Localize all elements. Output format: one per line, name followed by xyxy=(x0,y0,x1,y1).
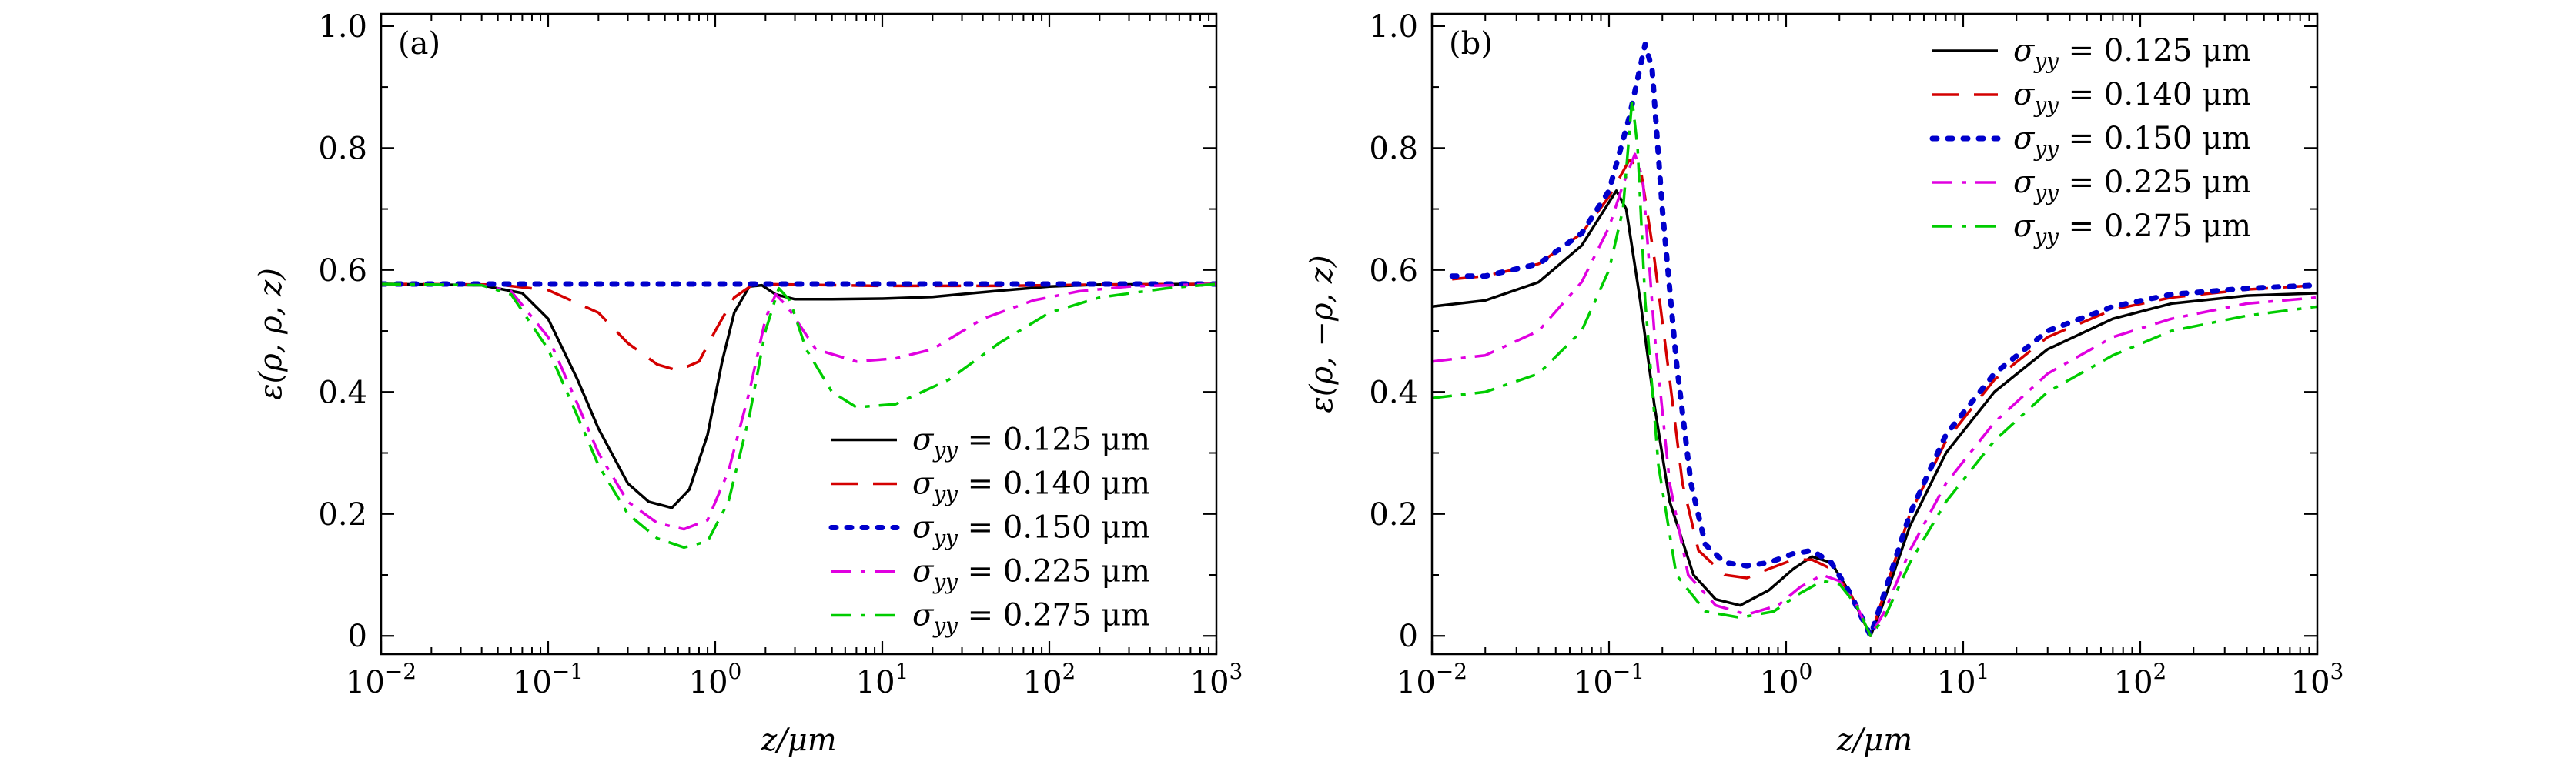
panel-a: 10−2 10−1 100 101 102 103 0 0.2 0.4 0.6 0.8 1.0 z/μm… xyxy=(253,9,1243,758)
y-tick-label: 0.8 xyxy=(1369,131,1418,166)
series-line-0-225 xyxy=(381,282,1216,531)
y-tick-label: 0.4 xyxy=(1369,375,1418,410)
x-tick-label: 102 xyxy=(1023,659,1076,700)
x-tick-label: 10−2 xyxy=(346,659,417,700)
legend-entry: σyy = 0.140 μm xyxy=(2013,77,2251,118)
y-tick-label: 0.4 xyxy=(318,375,367,410)
series-line-0-275 xyxy=(381,282,1216,550)
x-tick-label: 100 xyxy=(689,659,742,700)
y-tick-label: 0.2 xyxy=(318,497,367,533)
series-line-0-140 xyxy=(1452,159,2317,637)
x-tick-label: 10−2 xyxy=(1397,659,1467,700)
y-tick-label: 0.6 xyxy=(1369,253,1418,289)
legend-entry: σyy = 0.125 μm xyxy=(912,423,1150,463)
y-axis-label: ε(ρ, ρ, z) xyxy=(253,268,289,400)
legend-entry: σyy = 0.125 μm xyxy=(2013,33,2251,74)
y-tick-label: 0.2 xyxy=(1369,497,1418,533)
y-tick-label: 0.6 xyxy=(318,253,367,289)
x-tick-label: 102 xyxy=(2114,659,2167,700)
series-group xyxy=(381,281,1216,550)
series-line-0-225 xyxy=(1432,152,2317,637)
legend-entry: σyy = 0.225 μm xyxy=(2013,165,2251,205)
x-tick-label: 101 xyxy=(856,659,909,700)
y-tick-label: 0.8 xyxy=(318,131,367,166)
x-tick-label: 100 xyxy=(1760,659,1813,700)
y-tick-label: 1.0 xyxy=(318,9,367,45)
panel-b: 10−2 10−1 100 101 102 103 0 0.2 0.4 0.6 0.8 1.0 z/μm… xyxy=(1304,9,2343,758)
y-tick-label: 1.0 xyxy=(1369,9,1418,45)
legend-entry: σyy = 0.140 μm xyxy=(912,466,1150,507)
series-line-0-125 xyxy=(381,282,1216,509)
legend-entry: σyy = 0.225 μm xyxy=(912,554,1150,595)
y-tick-label: 0 xyxy=(1399,619,1418,654)
x-tick-label: 10−1 xyxy=(1574,659,1644,700)
x-tick-label: 101 xyxy=(1937,659,1990,700)
plot-frame xyxy=(1430,12,2319,656)
series-line-0-125 xyxy=(1432,189,2317,637)
x-tick-label: 103 xyxy=(1190,659,1243,700)
y-tick-label: 0 xyxy=(348,619,367,654)
y-axis-label: ε(ρ, −ρ, z) xyxy=(1304,255,1340,413)
legend-entry: σyy = 0.275 μm xyxy=(912,598,1150,639)
panel-label: (b) xyxy=(1449,26,1493,62)
series-group xyxy=(1432,42,2317,639)
x-tick-label: 10−1 xyxy=(513,659,584,700)
x-axis-label: z/μm xyxy=(1836,723,1912,758)
legend-entry: σyy = 0.150 μm xyxy=(2013,121,2251,162)
panel-label: (a) xyxy=(398,26,440,62)
plot-frame xyxy=(380,12,1218,656)
x-axis-label: z/μm xyxy=(760,723,836,758)
legend-entry: σyy = 0.150 μm xyxy=(912,510,1150,551)
series-line-0-275 xyxy=(1432,98,2317,637)
legend-entry: σyy = 0.275 μm xyxy=(2013,209,2251,249)
series-line-0-150 xyxy=(1449,42,2317,639)
x-tick-label: 103 xyxy=(2291,659,2344,700)
